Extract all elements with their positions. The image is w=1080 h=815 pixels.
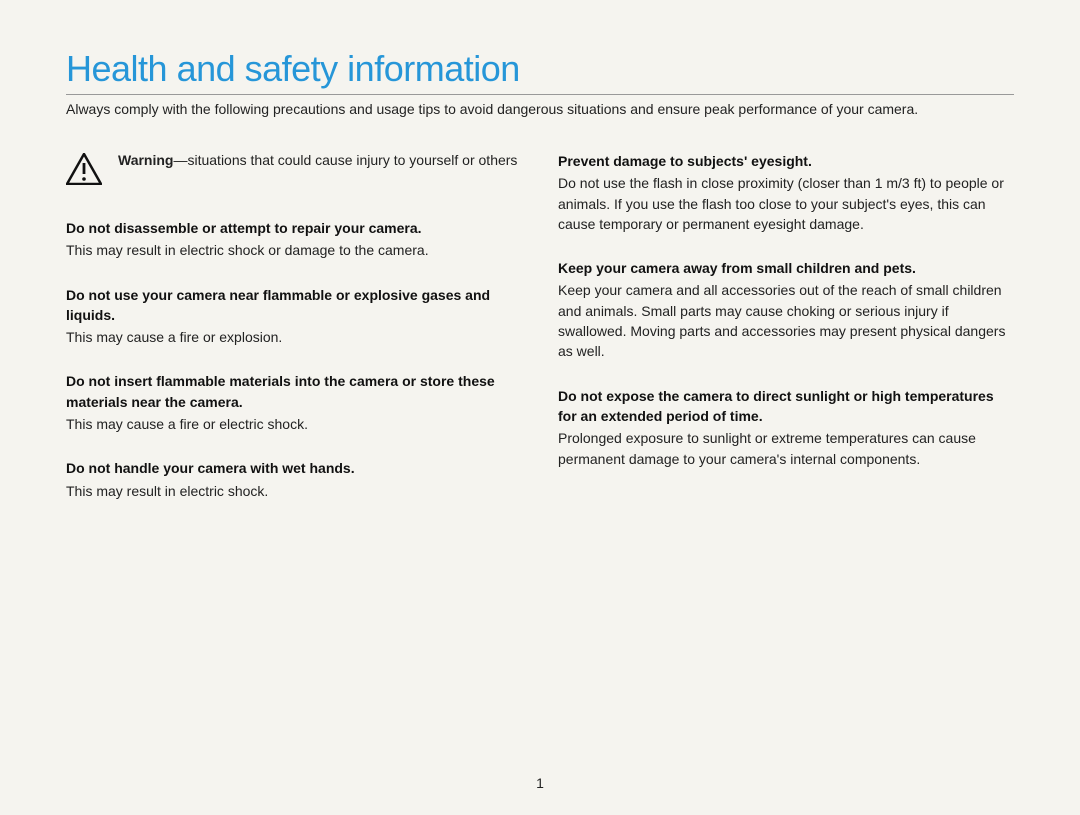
section-heading: Do not use your camera near flammable or…: [66, 285, 522, 326]
left-column: Warning—situations that could cause inju…: [66, 151, 522, 525]
section-heading: Prevent damage to subjects' eyesight.: [558, 151, 1014, 171]
intro-text: Always comply with the following precaut…: [66, 101, 1014, 117]
section-right-1: Keep your camera away from small childre…: [558, 258, 1014, 361]
section-body: This may result in electric shock or dam…: [66, 240, 522, 260]
section-left-0: Do not disassemble or attempt to repair …: [66, 218, 522, 261]
section-heading: Keep your camera away from small childre…: [558, 258, 1014, 278]
page-number: 1: [0, 775, 1080, 791]
section-body: Keep your camera and all accessories out…: [558, 280, 1014, 361]
section-heading: Do not insert flammable materials into t…: [66, 371, 522, 412]
warning-block: Warning—situations that could cause inju…: [66, 151, 522, 190]
section-body: Do not use the flash in close proximity …: [558, 173, 1014, 234]
warning-label: Warning: [118, 152, 173, 168]
section-heading: Do not disassemble or attempt to repair …: [66, 218, 522, 238]
content-columns: Warning—situations that could cause inju…: [66, 151, 1014, 525]
right-column: Prevent damage to subjects' eyesight. Do…: [558, 151, 1014, 525]
section-body: This may result in electric shock.: [66, 481, 522, 501]
section-body: This may cause a fire or electric shock.: [66, 414, 522, 434]
section-right-0: Prevent damage to subjects' eyesight. Do…: [558, 151, 1014, 234]
warning-icon: [66, 153, 102, 190]
page-title: Health and safety information: [66, 48, 1014, 95]
section-heading: Do not expose the camera to direct sunli…: [558, 386, 1014, 427]
section-left-3: Do not handle your camera with wet hands…: [66, 458, 522, 501]
warning-desc: —situations that could cause injury to y…: [173, 152, 517, 168]
section-right-2: Do not expose the camera to direct sunli…: [558, 386, 1014, 469]
section-heading: Do not handle your camera with wet hands…: [66, 458, 522, 478]
section-body: Prolonged exposure to sunlight or extrem…: [558, 428, 1014, 469]
section-left-1: Do not use your camera near flammable or…: [66, 285, 522, 348]
section-body: This may cause a fire or explosion.: [66, 327, 522, 347]
section-left-2: Do not insert flammable materials into t…: [66, 371, 522, 434]
warning-text: Warning—situations that could cause inju…: [118, 151, 517, 171]
